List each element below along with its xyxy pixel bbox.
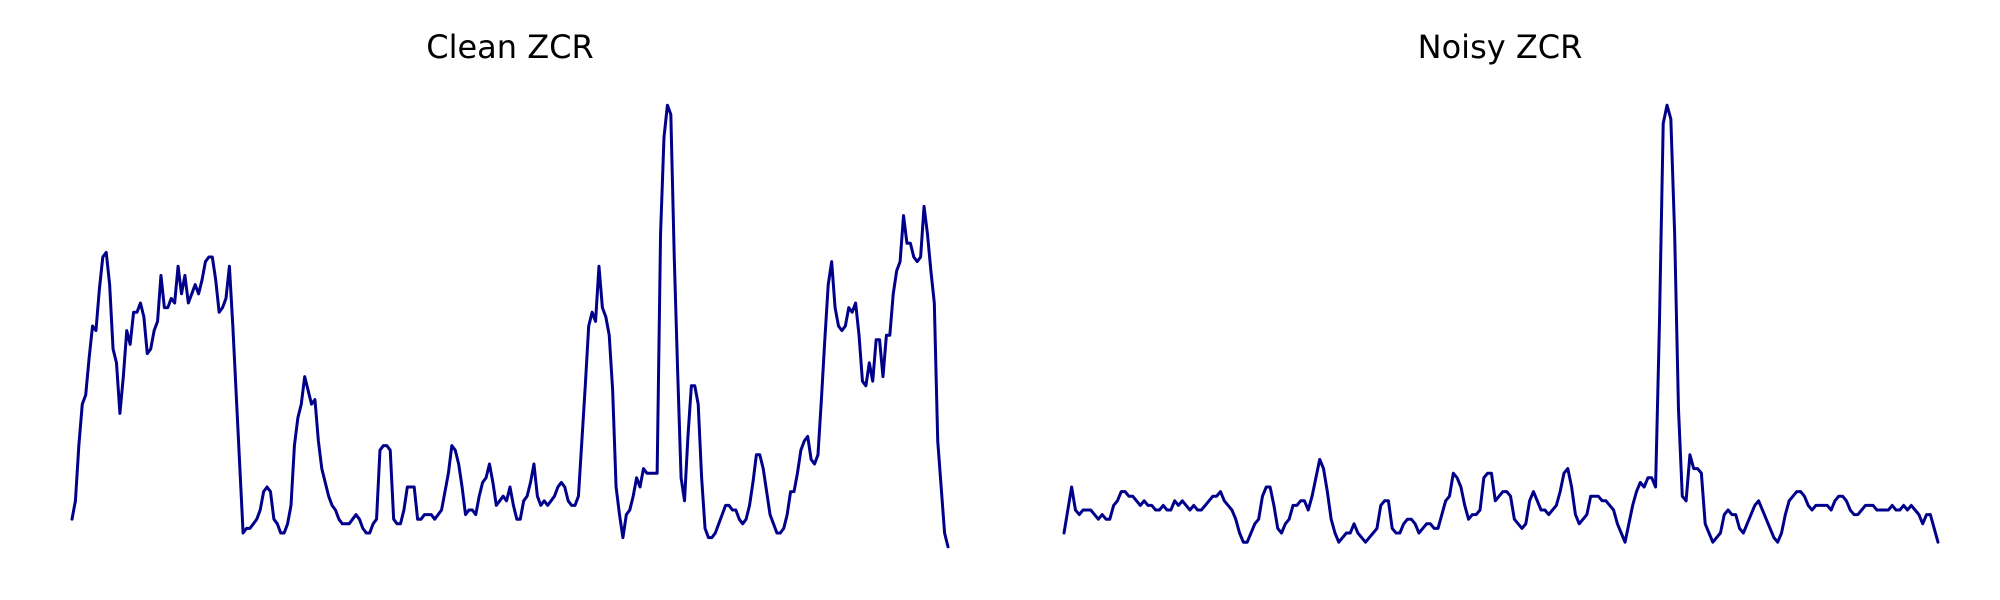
noisy-zcr-title: Noisy ZCR [1418,28,1583,66]
noisy-zcr-plot-area [1062,103,1940,544]
noisy-zcr-series-line [1062,103,1940,544]
clean-zcr-title: Clean ZCR [426,28,593,66]
clean-zcr-panel: Clean ZCR [70,28,950,549]
clean-zcr-plot-area [70,103,950,549]
clean-zcr-series-line [70,103,950,549]
noisy-zcr-panel: Noisy ZCR [1062,28,1940,544]
